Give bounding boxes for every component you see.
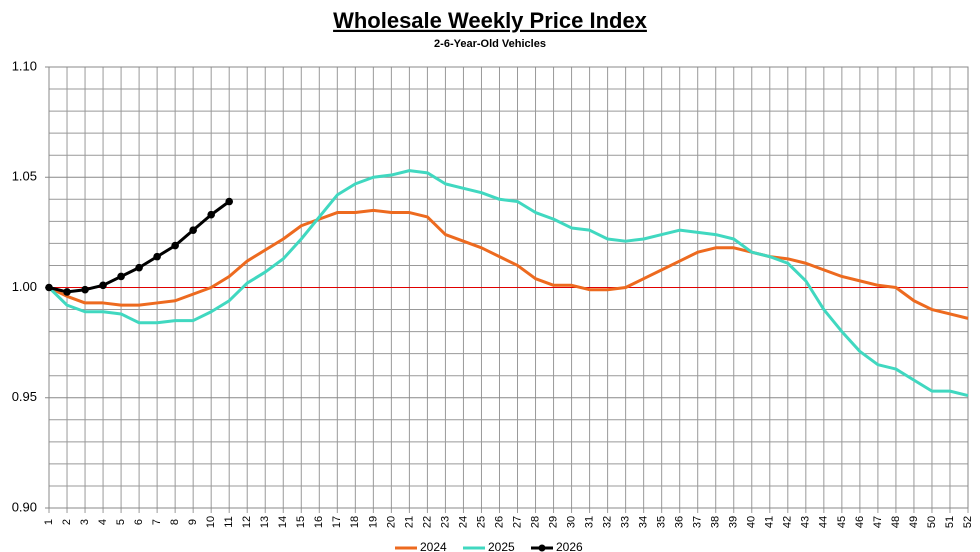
x-tick-label: 36 [674, 516, 686, 528]
x-tick-label: 24 [457, 516, 469, 528]
x-tick-label: 18 [349, 516, 361, 528]
x-tick-label: 38 [710, 516, 722, 528]
x-tick-label: 23 [439, 516, 451, 528]
x-tick-label: 7 [151, 519, 163, 525]
legend-label: 2025 [488, 540, 515, 552]
x-tick-label: 11 [223, 516, 235, 527]
series-line [47, 169, 969, 398]
point [81, 285, 89, 294]
x-tick-label: 33 [620, 516, 632, 528]
x-tick-label: 1 [43, 519, 55, 525]
x-tick-label: 44 [818, 516, 830, 528]
x-tick-label: 34 [638, 516, 650, 528]
y-tick-label: 0.90 [12, 499, 37, 514]
x-tick-label: 37 [692, 516, 704, 528]
series-line [48, 208, 969, 320]
x-tick-label: 41 [764, 516, 776, 528]
point [99, 281, 107, 290]
x-tick-label: 6 [133, 519, 145, 525]
x-tick-label: 10 [205, 516, 217, 528]
x-tick-label: 32 [602, 516, 614, 528]
x-tick-label: 51 [944, 516, 956, 528]
point [135, 263, 143, 272]
x-tick-label: 50 [926, 516, 938, 528]
x-tick-label: 48 [890, 516, 902, 528]
legend-label: 2024 [420, 540, 447, 552]
x-tick-label: 43 [800, 516, 812, 528]
x-tick-label: 4 [97, 519, 109, 525]
x-tick-label: 35 [656, 516, 668, 528]
point [117, 272, 125, 281]
legend-marker [538, 544, 546, 552]
point [45, 283, 53, 292]
x-tick-label: 49 [908, 516, 920, 528]
chart-subtitle: 2-6-Year-Old Vehicles [434, 38, 546, 50]
x-tick-label: 13 [259, 516, 271, 528]
y-tick-label: 1.05 [12, 169, 37, 184]
x-tick-label: 14 [277, 516, 289, 528]
legend-label: 2026 [556, 540, 583, 552]
x-tick-label: 40 [746, 516, 758, 528]
x-tick-label: 28 [529, 516, 541, 528]
y-tick-label: 1.10 [12, 58, 37, 73]
x-tick-label: 25 [475, 516, 487, 528]
x-tick-label: 17 [331, 516, 343, 528]
x-tick-label: 3 [79, 519, 91, 525]
point [189, 226, 197, 234]
x-tick-label: 52 [962, 516, 974, 528]
x-tick-label: 45 [836, 516, 848, 528]
x-tick-label: 21 [403, 516, 415, 528]
point [171, 241, 179, 250]
x-tick-label: 31 [583, 516, 595, 528]
x-tick-label: 20 [385, 516, 397, 528]
x-tick-label: 5 [115, 519, 127, 525]
point [225, 197, 233, 206]
x-tick-label: 47 [872, 516, 884, 528]
x-tick-label: 2 [61, 519, 73, 525]
x-tick-label: 15 [295, 516, 307, 528]
point [207, 210, 215, 219]
x-tick-label: 42 [782, 516, 794, 528]
x-tick-label: 29 [547, 516, 559, 528]
x-tick-label: 30 [565, 516, 577, 528]
x-tick-label: 16 [313, 516, 325, 528]
x-tick-label: 19 [367, 516, 379, 528]
x-tick-label: 39 [728, 516, 740, 528]
chart-title: Wholesale Weekly Price Index [333, 8, 648, 33]
x-tick-label: 27 [511, 516, 523, 528]
x-tick-label: 22 [421, 516, 433, 528]
point [63, 288, 71, 296]
y-tick-label: 0.95 [12, 389, 37, 404]
point [153, 252, 161, 261]
y-tick-label: 1.00 [12, 279, 37, 294]
x-tick-label: 8 [169, 519, 181, 525]
x-tick-label: 46 [854, 516, 866, 528]
x-tick-label: 12 [241, 516, 253, 528]
x-tick-label: 26 [493, 516, 505, 528]
x-tick-label: 9 [187, 519, 199, 525]
